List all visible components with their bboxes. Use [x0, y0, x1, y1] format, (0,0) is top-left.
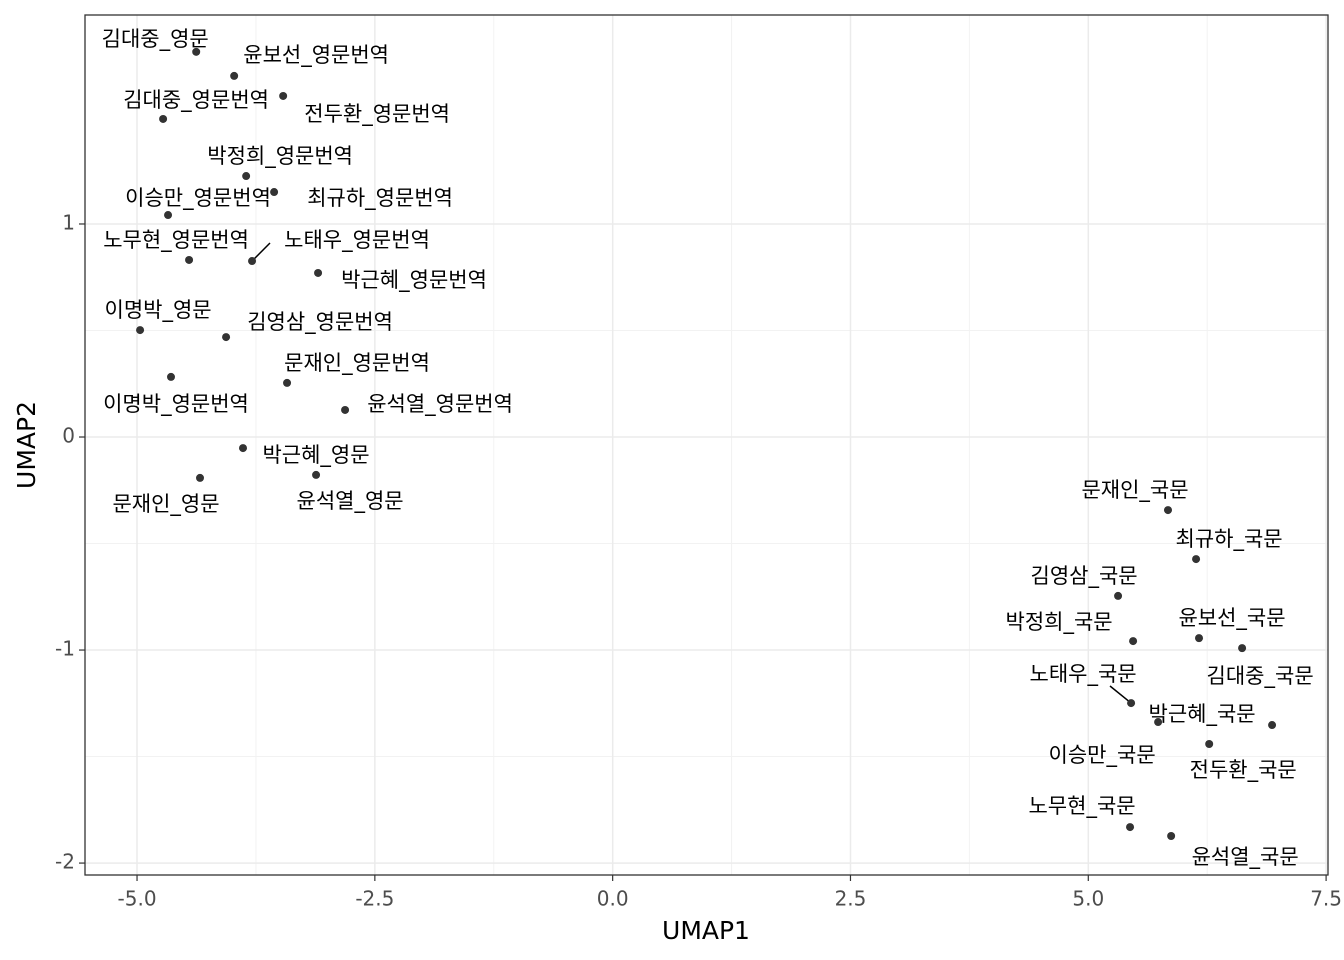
- point: [1163, 506, 1172, 515]
- point: [239, 444, 248, 453]
- x-tick-label: 2.5: [835, 887, 867, 911]
- point: [1167, 832, 1176, 841]
- point: [1129, 637, 1138, 646]
- point: [248, 257, 257, 266]
- point-label: 노무현_영문번역: [103, 228, 249, 253]
- y-tick-label: -2: [55, 850, 75, 874]
- point-label: 김대중_영문: [102, 27, 209, 52]
- point: [312, 470, 321, 479]
- y-tick-label: 0: [62, 424, 75, 448]
- label-segment: [251, 242, 271, 262]
- point-label: 이승만_국문: [1049, 743, 1156, 768]
- point: [136, 326, 145, 335]
- point: [222, 333, 231, 342]
- point: [1114, 591, 1123, 600]
- point-label: 박근혜_영문: [262, 443, 369, 468]
- panel: [85, 15, 1328, 875]
- point: [1238, 644, 1247, 653]
- point: [230, 71, 239, 80]
- point: [1268, 721, 1277, 730]
- point-label: 이명박_영문번역: [103, 392, 249, 417]
- point-label: 김대중_영문번역: [123, 88, 269, 113]
- point: [1205, 739, 1214, 748]
- point-label: 윤보선_국문: [1178, 606, 1285, 631]
- point-label: 문재인_영문: [112, 492, 219, 517]
- point-label: 이명박_영문: [105, 298, 212, 323]
- point: [341, 405, 350, 414]
- y-tick-label: -1: [55, 637, 75, 661]
- point: [242, 172, 251, 181]
- point: [166, 372, 175, 381]
- point-label: 박정희_국문: [1006, 610, 1113, 635]
- panel-border: [84, 14, 1329, 876]
- x-tick-label: 5.0: [1072, 887, 1104, 911]
- point: [1195, 634, 1204, 643]
- x-axis-title: UMAP1: [662, 916, 750, 945]
- point: [1127, 699, 1136, 708]
- y-axis-title: UMAP2: [12, 401, 41, 489]
- point-label: 윤석열_영문번역: [367, 392, 513, 417]
- point: [196, 473, 205, 482]
- point-label: 노태우_국문: [1030, 662, 1137, 687]
- point: [1126, 823, 1135, 832]
- point-label: 윤보선_영문번역: [243, 43, 389, 68]
- x-tick-label: 0.0: [597, 887, 629, 911]
- point-label: 최규하_영문번역: [307, 186, 453, 211]
- y-tick-label: 1: [62, 210, 75, 234]
- point-label: 전두환_국문: [1190, 758, 1297, 783]
- point: [270, 188, 279, 197]
- point-label: 윤석열_영문: [297, 489, 404, 514]
- point-label: 김영삼_국문: [1031, 564, 1138, 589]
- point: [1154, 718, 1163, 727]
- point: [1192, 555, 1201, 564]
- point-label: 김대중_국문: [1207, 664, 1314, 689]
- point-label: 박근혜_영문번역: [341, 268, 487, 293]
- point-label: 김영삼_영문번역: [247, 310, 393, 335]
- point-label: 노태우_영문번역: [284, 228, 430, 253]
- point-label: 문재인_국문: [1081, 478, 1188, 503]
- point: [164, 211, 173, 220]
- point-label: 노무현_국문: [1028, 794, 1135, 819]
- point-label: 이승만_영문번역: [125, 186, 271, 211]
- point: [283, 378, 292, 387]
- point: [279, 91, 288, 100]
- point-label: 박정희_영문번역: [207, 144, 353, 169]
- point: [314, 268, 323, 277]
- point: [185, 255, 194, 264]
- point-label: 문재인_영문번역: [284, 351, 430, 376]
- x-tick-label: -5.0: [118, 887, 157, 911]
- point-label: 윤석열_국문: [1192, 845, 1299, 870]
- x-tick-label: -2.5: [355, 887, 394, 911]
- point-label: 최규하_국문: [1176, 527, 1283, 552]
- label-segment: [1109, 685, 1132, 704]
- point-label: 전두환_영문번역: [304, 102, 450, 127]
- x-tick-label: 7.5: [1310, 887, 1342, 911]
- point: [192, 47, 201, 56]
- point: [159, 114, 168, 123]
- point-label: 박근혜_국문: [1149, 702, 1256, 727]
